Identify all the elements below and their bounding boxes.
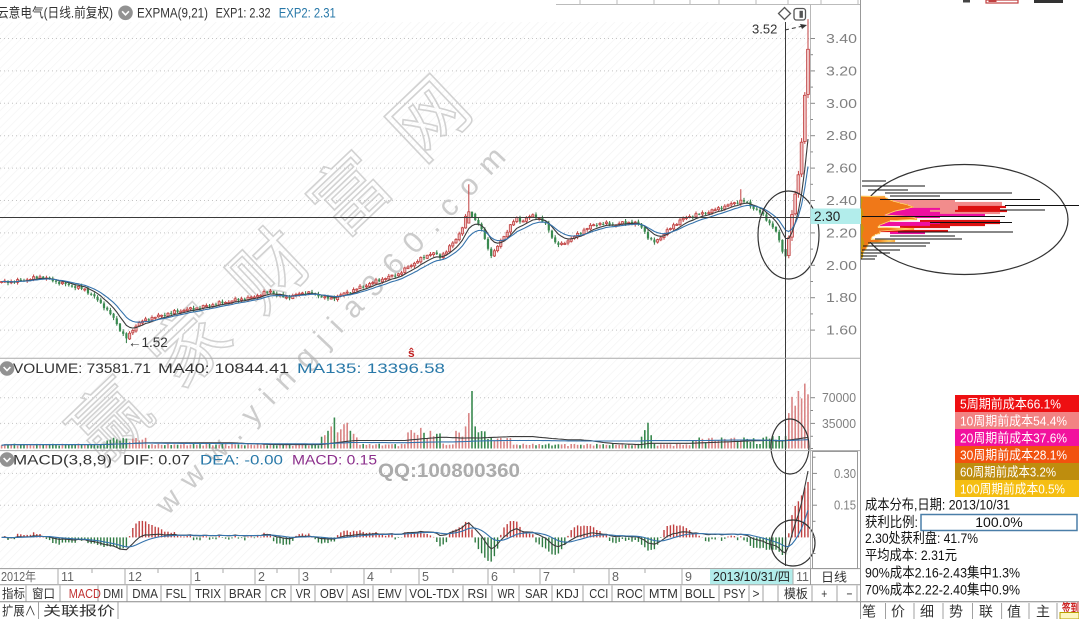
- svg-text:联: 联: [979, 604, 993, 619]
- svg-text:主: 主: [1036, 604, 1050, 619]
- svg-text:MACD: 0.15: MACD: 0.15: [292, 453, 377, 468]
- svg-text:获利比例:: 获利比例:: [865, 514, 918, 530]
- svg-text:关联报价: 关联报价: [43, 604, 115, 619]
- svg-text:3.20: 3.20: [826, 63, 857, 78]
- svg-text:VOLUME: 73581.71: VOLUME: 73581.71: [13, 361, 151, 376]
- svg-text:20周期前成本37.6%: 20周期前成本37.6%: [960, 431, 1067, 446]
- svg-text:2.30处获利盘: 41.7%: 2.30处获利盘: 41.7%: [865, 530, 978, 546]
- svg-text:0.30: 0.30: [834, 466, 856, 481]
- svg-text:2.20: 2.20: [826, 225, 857, 240]
- svg-text:0.15: 0.15: [834, 498, 856, 513]
- svg-text:7: 7: [543, 570, 550, 584]
- svg-text:9: 9: [685, 570, 692, 584]
- svg-text:MTM: MTM: [649, 587, 678, 601]
- svg-text:3: 3: [302, 570, 309, 584]
- svg-text:EXPMA(9,21): EXPMA(9,21): [137, 6, 208, 21]
- svg-text:EXP1: 2.32: EXP1: 2.32: [216, 6, 271, 21]
- svg-text:100.0%: 100.0%: [975, 514, 1022, 530]
- svg-text:值: 值: [1007, 604, 1021, 619]
- svg-text:←1.52: ←1.52: [128, 335, 168, 350]
- svg-text:MACD(3,8,9): MACD(3,8,9): [13, 453, 112, 468]
- svg-text:VOL-TDX: VOL-TDX: [409, 587, 460, 601]
- svg-text:FSL: FSL: [166, 587, 187, 601]
- svg-text:OBV: OBV: [320, 587, 345, 601]
- svg-text:4: 4: [367, 570, 374, 584]
- svg-text:VR: VR: [296, 587, 311, 601]
- svg-text:PSY: PSY: [724, 587, 747, 601]
- svg-text:成本分布,日期: 2013/10/31: 成本分布,日期: 2013/10/31: [865, 497, 1010, 513]
- svg-text:12: 12: [128, 570, 142, 584]
- svg-text:BOLL: BOLL: [685, 587, 715, 601]
- svg-text:CR: CR: [271, 587, 287, 601]
- svg-text:CCI: CCI: [589, 587, 608, 601]
- svg-text:SAR: SAR: [525, 587, 548, 601]
- svg-text:10周期前成本54.4%: 10周期前成本54.4%: [960, 414, 1067, 429]
- svg-text:35000: 35000: [822, 416, 856, 431]
- svg-text:2.00: 2.00: [826, 258, 857, 273]
- svg-text:ASI: ASI: [352, 587, 370, 601]
- svg-text:+: +: [821, 587, 827, 601]
- svg-text:DIF: 0.07: DIF: 0.07: [123, 453, 190, 468]
- svg-text:1.60: 1.60: [826, 323, 857, 338]
- svg-text:DEA: -0.00: DEA: -0.00: [200, 453, 283, 468]
- svg-text:日线: 日线: [821, 571, 848, 585]
- svg-text:30周期前成本28.1%: 30周期前成本28.1%: [960, 448, 1067, 463]
- svg-text:11: 11: [796, 570, 809, 584]
- svg-text:8: 8: [612, 570, 619, 584]
- svg-text:窗口: 窗口: [32, 587, 55, 601]
- svg-text:WR: WR: [498, 587, 516, 601]
- svg-text:平均成本: 2.31元: 平均成本: 2.31元: [865, 547, 957, 563]
- svg-text:2013/10/31/四: 2013/10/31/四: [713, 570, 790, 584]
- svg-text:100周期前成本0.5%: 100周期前成本0.5%: [960, 482, 1065, 497]
- svg-text:2.80: 2.80: [826, 128, 857, 143]
- svg-text:RSI: RSI: [468, 587, 488, 601]
- svg-text:指标: 指标: [2, 586, 25, 601]
- svg-text:EXP2: 2.31: EXP2: 2.31: [279, 6, 336, 21]
- svg-text:3.40: 3.40: [826, 31, 857, 46]
- svg-text:11: 11: [61, 570, 74, 584]
- svg-text:2: 2: [258, 570, 265, 584]
- svg-text:MA40: 10844.41: MA40: 10844.41: [158, 361, 289, 376]
- svg-text:QQ:100800360: QQ:100800360: [378, 461, 520, 482]
- svg-text:2.30: 2.30: [814, 209, 840, 224]
- svg-text:5: 5: [422, 570, 429, 584]
- svg-text:DMI: DMI: [103, 587, 123, 601]
- svg-text:价: 价: [891, 604, 905, 619]
- svg-text:扩展∧: 扩展∧: [2, 604, 36, 619]
- svg-text:3.52: 3.52: [752, 22, 777, 37]
- svg-text:5周期前成本66.1%: 5周期前成本66.1%: [960, 397, 1061, 412]
- svg-text:云意电气(日线.前复权): 云意电气(日线.前复权): [0, 5, 113, 21]
- svg-text:1: 1: [194, 570, 201, 584]
- svg-text:90%成本2.16-2.43集中1.3%: 90%成本2.16-2.43集中1.3%: [865, 565, 1020, 581]
- svg-text:EMV: EMV: [378, 587, 403, 601]
- svg-text:2012年: 2012年: [1, 570, 36, 584]
- svg-text:>: >: [753, 587, 760, 601]
- svg-text:ROC: ROC: [617, 587, 643, 601]
- svg-text:笔: 笔: [862, 604, 876, 619]
- svg-text:BRAR: BRAR: [229, 587, 262, 601]
- svg-text:KDJ: KDJ: [556, 587, 579, 601]
- svg-text:DMA: DMA: [132, 587, 158, 601]
- svg-text:TRIX: TRIX: [195, 587, 222, 601]
- svg-text:70%成本2.22-2.40集中0.9%: 70%成本2.22-2.40集中0.9%: [865, 582, 1020, 598]
- svg-text:−: −: [847, 587, 853, 601]
- svg-text:模板: 模板: [784, 587, 808, 601]
- svg-text:70000: 70000: [822, 390, 856, 405]
- svg-text:ŝ: ŝ: [408, 346, 415, 360]
- svg-text:6: 6: [491, 570, 498, 584]
- svg-text:3.00: 3.00: [826, 96, 857, 111]
- svg-text:2.60: 2.60: [826, 161, 857, 176]
- svg-text:细: 细: [920, 604, 934, 619]
- svg-text:1.80: 1.80: [826, 290, 857, 305]
- svg-text:MACD: MACD: [69, 587, 101, 601]
- svg-text:MA135: 13396.58: MA135: 13396.58: [297, 361, 445, 376]
- svg-text:势: 势: [949, 604, 963, 619]
- svg-text:签到: 签到: [1061, 601, 1079, 615]
- svg-text:60周期前成本3.2%: 60周期前成本3.2%: [960, 465, 1056, 480]
- svg-text:2.40: 2.40: [826, 193, 857, 208]
